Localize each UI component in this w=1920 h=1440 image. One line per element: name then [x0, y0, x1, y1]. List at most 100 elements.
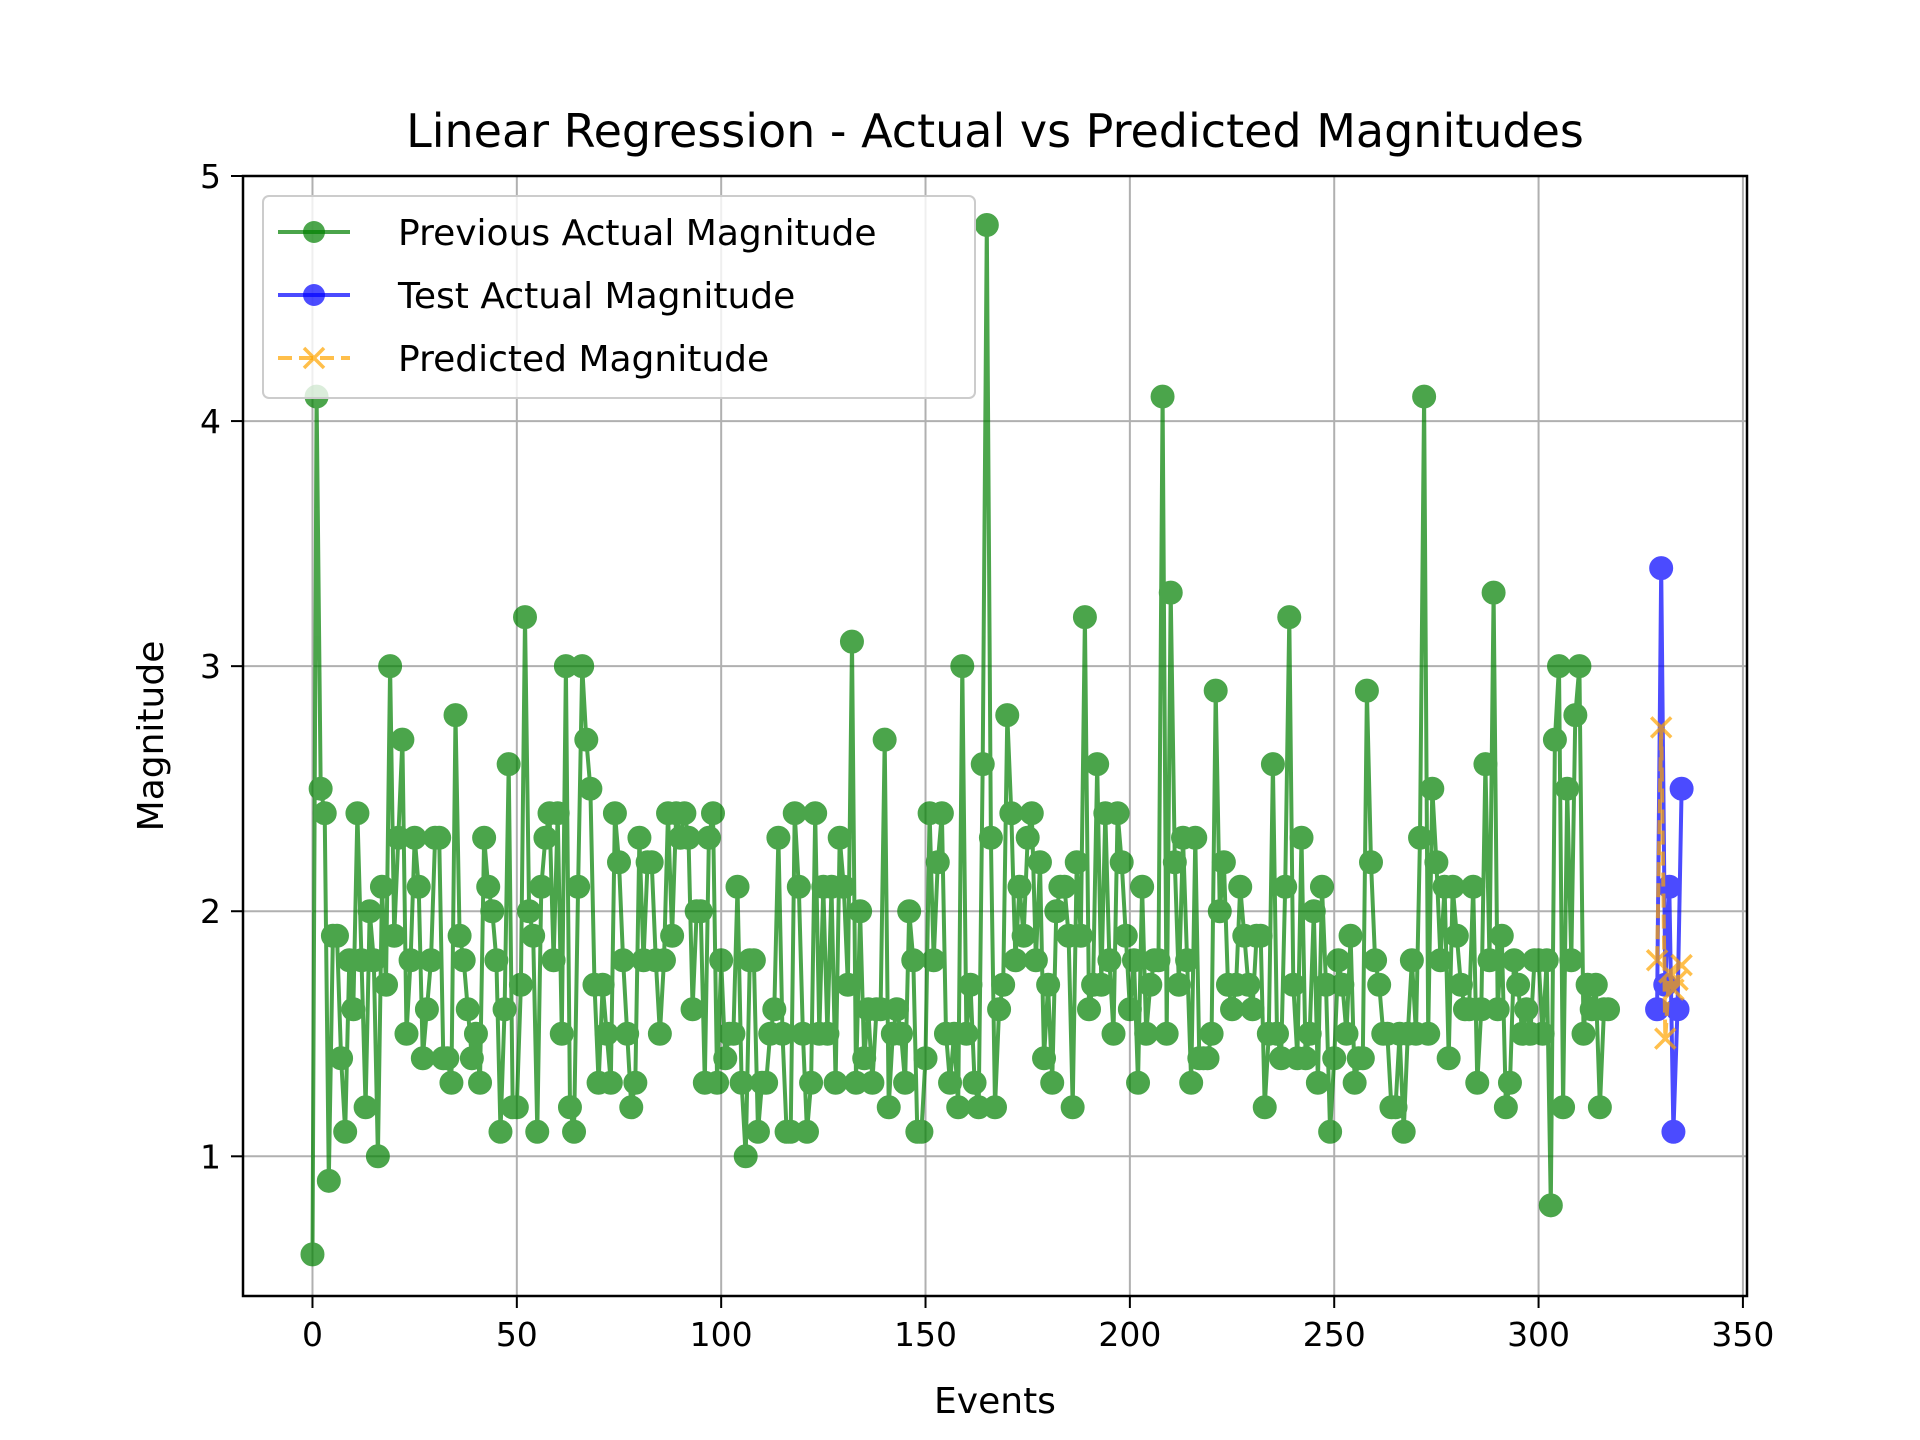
data-point	[1015, 825, 1040, 850]
data-point	[721, 1021, 746, 1046]
data-point	[921, 948, 946, 973]
y-tick-label: 2	[200, 892, 221, 931]
data-point	[1195, 1046, 1220, 1071]
data-point	[574, 727, 599, 752]
data-point	[1359, 850, 1383, 875]
data-point	[1130, 874, 1155, 899]
data-point	[1289, 825, 1314, 850]
x-tick-label: 100	[690, 1315, 753, 1354]
data-point	[435, 1046, 460, 1071]
data-point	[361, 948, 386, 973]
data-point	[987, 997, 1012, 1022]
data-point	[1542, 727, 1567, 752]
legend-label: Predicted Magnitude	[398, 339, 769, 380]
data-point	[1497, 1070, 1522, 1095]
data-point	[782, 801, 807, 826]
data-point	[1089, 972, 1114, 997]
data-point	[929, 801, 954, 826]
data-point	[1428, 948, 1453, 973]
data-point	[1465, 1070, 1490, 1095]
data-point	[754, 1070, 779, 1095]
data-point	[1448, 972, 1473, 997]
data-point	[729, 1070, 754, 1095]
data-point	[1052, 874, 1077, 899]
data-point	[496, 752, 521, 777]
data-point	[1440, 874, 1465, 899]
x-tick-label: 150	[894, 1315, 957, 1354]
data-point	[1563, 703, 1588, 728]
data-point	[329, 1046, 354, 1071]
data-point	[1011, 923, 1036, 948]
data-point	[533, 825, 558, 850]
data-point	[1273, 874, 1298, 899]
data-point	[1297, 1021, 1322, 1046]
data-point	[578, 776, 603, 801]
legend: Previous Actual Magnitude Test Actual Mag…	[262, 195, 976, 399]
data-point	[1003, 948, 1028, 973]
plot-area	[300, 213, 1694, 1267]
data-point	[1383, 1095, 1408, 1120]
data-point	[660, 923, 685, 948]
data-point	[705, 1070, 730, 1095]
data-point	[713, 1046, 738, 1071]
data-point	[946, 1095, 971, 1120]
data-point	[680, 997, 705, 1022]
data-point	[1493, 1095, 1518, 1120]
data-point	[688, 899, 713, 924]
data-point	[427, 825, 452, 850]
data-point	[1534, 948, 1559, 973]
data-point	[1126, 1070, 1151, 1095]
data-point	[1072, 605, 1097, 630]
data-point	[602, 801, 627, 826]
data-point	[1220, 997, 1245, 1022]
legend-item: Predicted Magnitude	[278, 339, 769, 380]
data-point	[1666, 968, 1689, 992]
data-point	[1338, 923, 1363, 948]
data-point	[1077, 997, 1101, 1022]
data-point	[1654, 1027, 1677, 1050]
data-point	[991, 972, 1016, 997]
data-point	[459, 1046, 484, 1071]
data-point	[517, 899, 542, 924]
axes-frame	[241, 174, 1749, 1298]
data-point	[1138, 972, 1163, 997]
chart-title: Linear Regression - Actual vs Predicted …	[406, 104, 1584, 158]
data-point	[316, 1168, 341, 1193]
data-point	[390, 727, 415, 752]
y-tick-label: 1	[200, 1137, 221, 1176]
data-point	[1350, 1046, 1375, 1071]
data-point	[848, 899, 873, 924]
data-point	[1649, 556, 1674, 581]
data-point	[468, 1070, 493, 1095]
data-point	[1207, 899, 1232, 924]
data-point	[365, 1144, 390, 1169]
data-point	[1334, 1021, 1359, 1046]
data-point	[733, 1144, 758, 1169]
data-point	[594, 1021, 619, 1046]
data-point	[897, 899, 922, 924]
data-point	[999, 801, 1024, 826]
data-point	[1097, 948, 1122, 973]
data-point	[1461, 874, 1486, 899]
x-axis: 0 50 100 150 200 250 300 350	[302, 1296, 1774, 1354]
data-point	[1326, 948, 1351, 973]
y-tick-label: 4	[200, 402, 221, 441]
data-point	[1596, 997, 1621, 1022]
data-point	[884, 997, 909, 1022]
data-point	[827, 825, 852, 850]
series-predicted-magnitude	[1645, 716, 1693, 1050]
data-point	[1023, 948, 1048, 973]
data-point	[1391, 1119, 1416, 1144]
data-point	[1064, 850, 1089, 875]
data-point	[607, 850, 631, 875]
data-point	[839, 629, 864, 654]
data-point	[1040, 1070, 1065, 1095]
data-point	[889, 1021, 913, 1046]
data-point	[414, 997, 439, 1022]
data-point	[786, 874, 811, 899]
data-point	[1669, 776, 1694, 801]
data-point	[701, 801, 725, 826]
data-point	[549, 1021, 574, 1046]
data-point	[455, 997, 480, 1022]
data-point	[1363, 948, 1388, 973]
